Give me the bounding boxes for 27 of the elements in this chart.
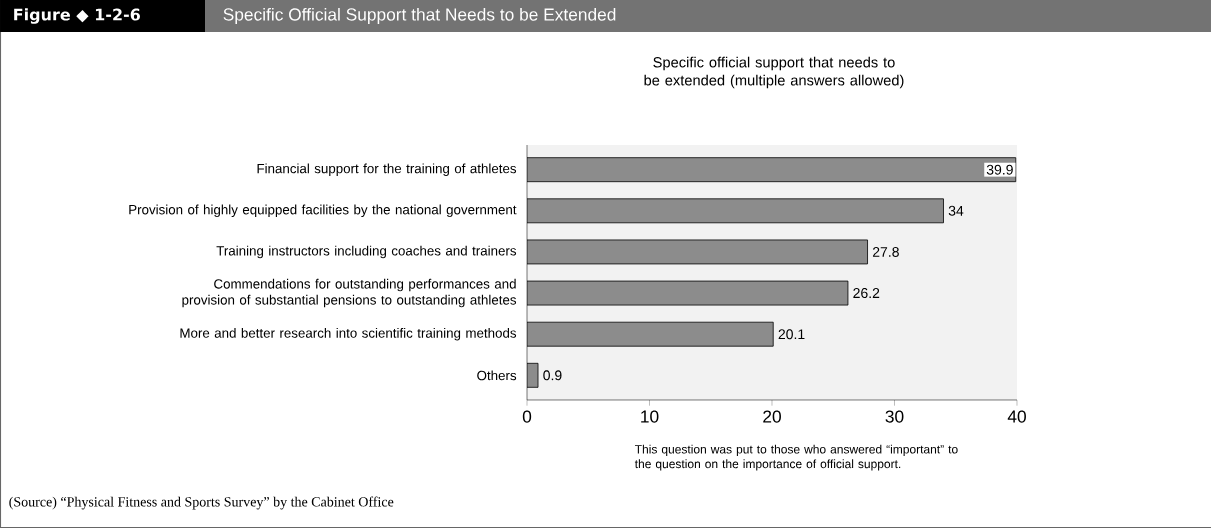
data-label: 39.9 [986,164,1013,175]
y-tick-label: Training instructors including coaches and trainers [216,245,517,259]
text: This question was put to those who answered “important” to the question on the importance of official support. [634,444,958,471]
chart-title: Specific Official Support that Needs to be Extended [223,7,616,25]
y-tick-label: Provision of highly equipped facilities by the national government [129,204,517,218]
y-tick-label: Others [477,370,517,381]
x-tick-label: 40 [1007,410,1026,423]
x-tick-label: 20 [763,410,781,423]
x-tick-label: 10 [641,410,659,423]
text: (Source) “Physical Fitness and Sports Survey” by the Cabinet Office [9,496,394,510]
data-label: 26.2 [853,288,880,299]
bar [527,157,1017,183]
bar [527,198,944,224]
data-label: 34 [948,205,964,216]
y-tick-label: Commendations for outstanding performances and provision of substantial pensions to outstanding athletes [182,278,517,308]
data-label: 27.8 [872,246,899,257]
text: Figure ◆ 1-2-6 [14,8,140,24]
bar [527,280,849,306]
bar [527,321,774,347]
bar [527,239,868,265]
x-tick-label: 30 [885,410,904,423]
data-label: 0.9 [543,370,562,381]
y-tick-label: More and better research into scientific training methods [180,327,517,341]
x-tick-label: 0 [522,410,532,423]
y-tick-label: Financial support for the training of athletes [257,163,517,176]
data-label: 20.1 [778,329,805,340]
chart-subtitle: Specific official support that needs to be extended (multiple answers allowed) [644,56,904,89]
